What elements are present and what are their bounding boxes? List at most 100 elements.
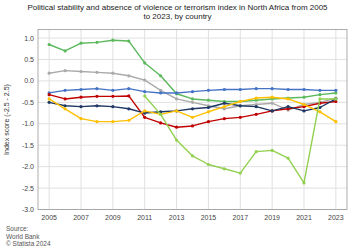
point — [318, 110, 321, 113]
point — [48, 93, 51, 96]
point — [63, 97, 66, 100]
point — [111, 89, 114, 92]
point — [191, 116, 194, 119]
point — [207, 163, 210, 166]
series — [48, 69, 338, 112]
point — [48, 43, 51, 46]
point — [191, 97, 194, 100]
y-axis-label: Index score (-2.5 - 2.5) — [3, 84, 11, 155]
point — [239, 104, 242, 107]
point — [79, 105, 82, 108]
point — [175, 138, 178, 141]
y-grid-line — [38, 145, 347, 146]
point — [255, 105, 258, 108]
point — [302, 181, 305, 184]
x-grid-line — [240, 30, 241, 210]
x-grid-line — [208, 30, 209, 210]
point — [271, 109, 274, 112]
point — [286, 96, 289, 99]
point — [271, 109, 274, 112]
x-grid-line — [272, 30, 273, 210]
point — [111, 95, 114, 98]
point — [318, 97, 321, 100]
point — [175, 109, 178, 112]
point — [223, 102, 226, 105]
point — [286, 97, 289, 100]
point — [143, 90, 146, 93]
point — [271, 149, 274, 152]
point — [63, 104, 66, 107]
x-grid-line — [112, 30, 113, 210]
point — [159, 113, 162, 116]
grid — [38, 30, 347, 210]
x-grid-line — [49, 30, 50, 210]
point — [79, 70, 82, 73]
point — [286, 88, 289, 91]
point — [318, 93, 321, 96]
point — [207, 89, 210, 92]
source: Source:World Bank© Statista 2024 — [6, 225, 51, 247]
point — [175, 92, 178, 95]
point — [111, 120, 114, 123]
x-tick-label: 2023 — [328, 214, 344, 221]
point — [334, 120, 337, 123]
point — [334, 89, 337, 92]
point — [302, 88, 305, 91]
point — [63, 107, 66, 110]
point — [223, 105, 226, 108]
point — [143, 61, 146, 64]
point — [127, 74, 130, 77]
y-tick-label: -0.5 — [22, 99, 34, 106]
point — [111, 39, 114, 42]
series-line — [49, 40, 336, 101]
point — [191, 90, 194, 93]
y-grid-line — [38, 38, 347, 39]
point — [143, 109, 146, 112]
point — [127, 107, 130, 110]
x-tick-label: 2005 — [41, 214, 57, 221]
point — [271, 96, 274, 99]
point — [191, 101, 194, 104]
y-grid-line — [38, 80, 347, 81]
point — [175, 91, 178, 94]
point — [191, 124, 194, 127]
point — [143, 78, 146, 81]
x-tick-label: 2021 — [296, 214, 312, 221]
plot-area — [48, 39, 338, 185]
point — [95, 104, 98, 107]
point — [239, 116, 242, 119]
x-grid-line — [176, 30, 177, 210]
series — [48, 97, 338, 114]
point — [175, 109, 178, 112]
point — [302, 96, 305, 99]
x-tick-label: 2011 — [137, 214, 152, 221]
point — [334, 96, 337, 99]
point — [318, 89, 321, 92]
chart: Political stability and absence of viole… — [0, 0, 355, 252]
point — [127, 39, 130, 42]
point — [63, 49, 66, 52]
point — [111, 72, 114, 75]
y-tick-label: -1.0 — [22, 120, 34, 127]
x-tick-label: 2017 — [232, 214, 248, 221]
y-grid-line — [38, 166, 347, 167]
x-tick-label: 2009 — [105, 214, 121, 221]
point — [95, 41, 98, 44]
point — [286, 105, 289, 108]
point — [239, 104, 242, 107]
point — [63, 69, 66, 72]
point — [48, 97, 51, 100]
point — [95, 87, 98, 90]
point — [239, 100, 242, 103]
point — [127, 87, 130, 90]
point — [79, 42, 82, 45]
x-tick-label: 2015 — [201, 214, 217, 221]
series — [48, 96, 338, 124]
x-tick-label: 2019 — [264, 214, 280, 221]
point — [175, 97, 178, 100]
point — [159, 74, 162, 77]
point — [334, 97, 337, 100]
x-grid-line — [144, 30, 145, 210]
point — [286, 156, 289, 159]
y-tick-label: -3.0 — [22, 206, 34, 213]
